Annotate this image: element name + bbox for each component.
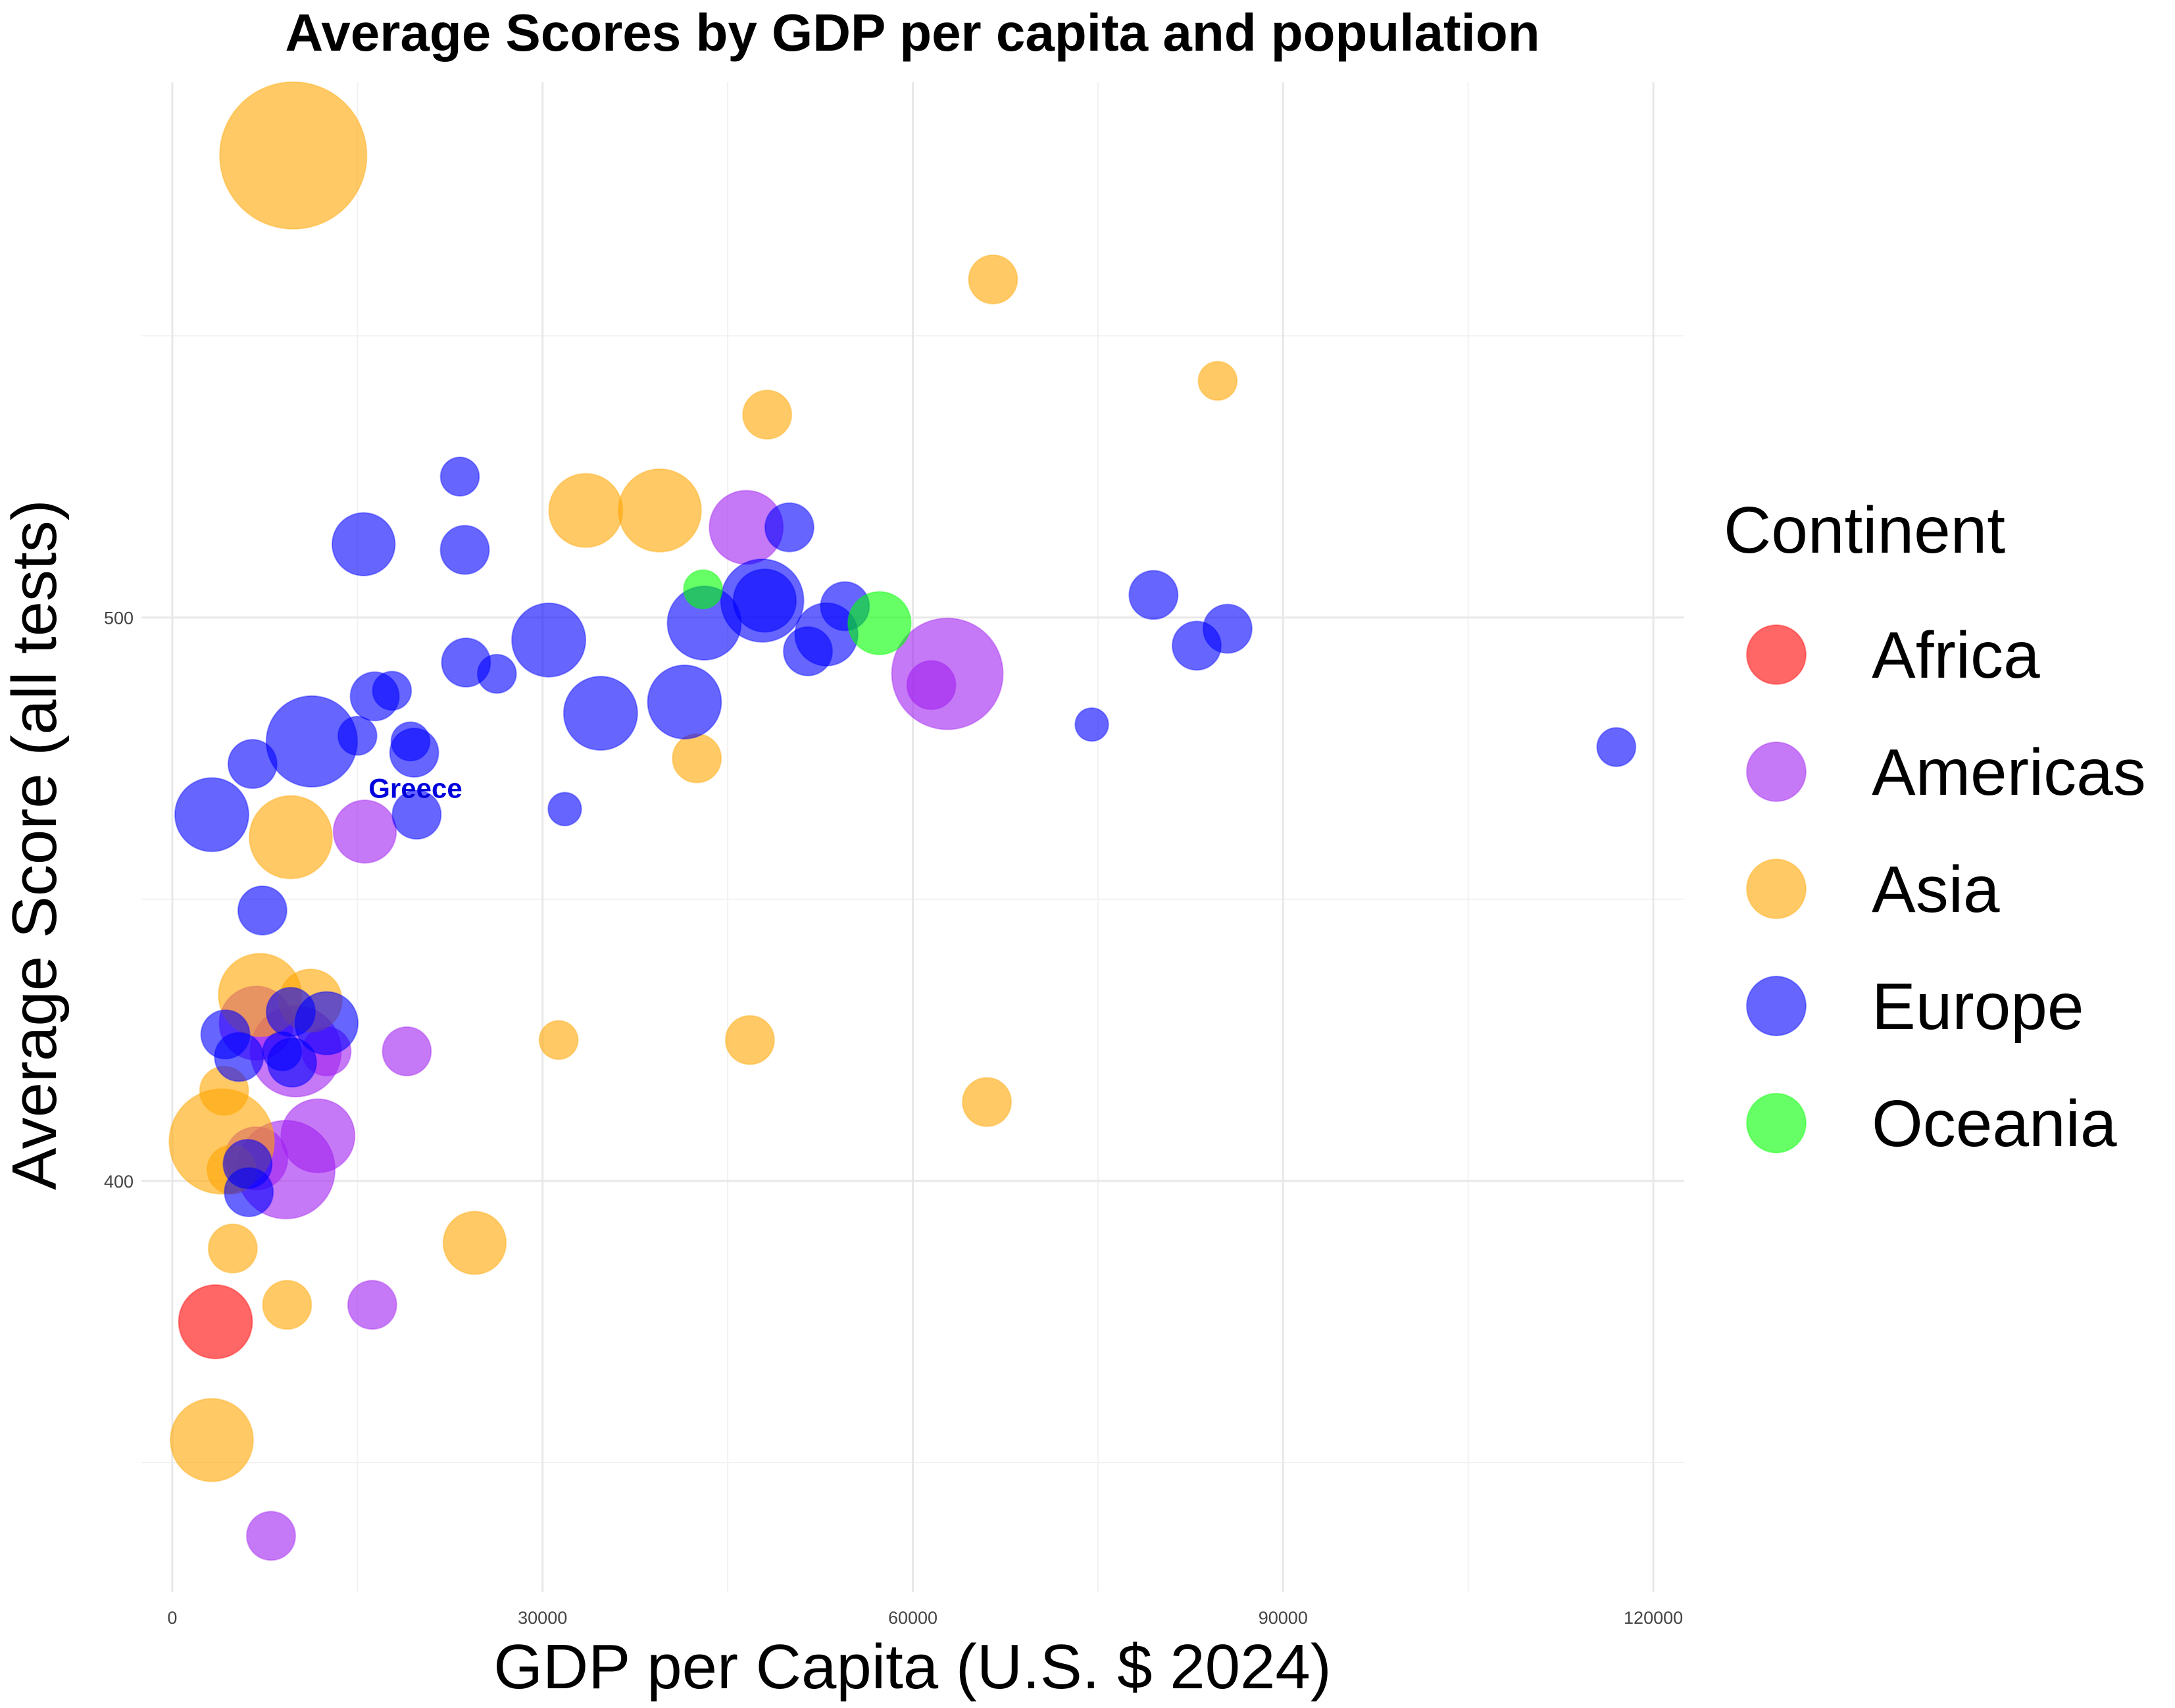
x-tick-label: 30000 <box>518 1608 567 1628</box>
point-asia <box>724 1015 775 1065</box>
point-asia <box>962 1076 1013 1127</box>
point-asia <box>548 472 624 548</box>
point-europe <box>647 664 722 740</box>
point-europe <box>562 676 638 751</box>
legend-label-asia: Asia <box>1872 853 2000 926</box>
point-oceania <box>847 591 912 655</box>
point-europe <box>294 991 359 1055</box>
x-tick-label: 60000 <box>888 1608 938 1628</box>
point-europe <box>764 502 814 553</box>
point-africa <box>178 1284 253 1359</box>
point-asia <box>442 1211 507 1275</box>
point-asia <box>538 1020 579 1061</box>
legend-label-africa: Africa <box>1872 618 2040 692</box>
legend-key-americas <box>1746 741 1807 802</box>
point-asia <box>248 795 333 880</box>
point-asia <box>207 1223 258 1274</box>
point-americas <box>906 660 957 711</box>
point-europe <box>1596 727 1637 767</box>
chart-title: Average Scores by GDP per capita and pop… <box>285 3 1539 62</box>
legend-key-africa <box>1746 624 1807 685</box>
legend-label-oceania: Oceania <box>1872 1087 2117 1161</box>
x-tick-label: 90000 <box>1259 1608 1308 1628</box>
point-asia <box>742 389 793 440</box>
x-tick-label: 0 <box>167 1608 177 1628</box>
point-asia <box>617 468 702 553</box>
tick-labels: 0 30000 60000 90000 120000 400 500 <box>104 609 1683 1628</box>
point-americas <box>382 1026 432 1076</box>
annotations: Greece <box>368 773 462 804</box>
point-europe <box>214 1032 264 1082</box>
legend-label-europe: Europe <box>1872 970 2084 1043</box>
y-tick-label: 400 <box>104 1172 134 1192</box>
legend-key-asia <box>1746 859 1807 919</box>
legend-key-europe <box>1746 976 1807 1036</box>
x-tick-label: 120000 <box>1624 1608 1683 1628</box>
legend: Continent Africa Americas Asia Europe Oceani… <box>1724 493 2146 1161</box>
point-asia <box>1197 361 1238 401</box>
point-europe <box>372 670 413 711</box>
point-oceania <box>683 569 723 610</box>
point-europe <box>439 457 480 497</box>
legend-key-oceania <box>1746 1093 1807 1153</box>
point-asia <box>672 733 722 784</box>
point-europe <box>439 524 490 575</box>
point-europe <box>227 739 278 790</box>
point-europe <box>783 626 834 676</box>
legend-title: Continent <box>1724 493 2005 567</box>
point-americas <box>347 1280 397 1330</box>
point-europe <box>476 653 517 694</box>
point-asia <box>968 254 1018 305</box>
annotation-label: Greece <box>368 773 462 804</box>
point-asia <box>219 81 368 230</box>
legend-label-americas: Americas <box>1872 736 2146 809</box>
point-asia <box>169 1397 254 1482</box>
grid-lines <box>141 82 1684 1592</box>
point-europe <box>224 1167 274 1217</box>
point-europe <box>331 512 396 576</box>
x-axis-title: GDP per Capita (U.S. $ 2024) <box>493 1632 1332 1702</box>
point-europe <box>391 790 442 840</box>
point-europe <box>547 791 582 826</box>
point-americas <box>245 1511 296 1561</box>
point-europe <box>511 602 587 678</box>
point-europe <box>1202 603 1253 654</box>
point-europe <box>1128 570 1179 620</box>
y-axis-title: Average Score (all tests) <box>0 499 70 1190</box>
point-europe <box>337 715 378 756</box>
point-americas <box>332 799 397 864</box>
point-europe <box>389 728 439 778</box>
data-points <box>168 81 1637 1561</box>
point-europe <box>266 1038 317 1088</box>
y-tick-label: 500 <box>104 609 134 628</box>
point-europe <box>1074 707 1109 742</box>
point-europe <box>237 885 288 936</box>
point-europe <box>174 777 249 853</box>
point-asia <box>262 1280 312 1330</box>
